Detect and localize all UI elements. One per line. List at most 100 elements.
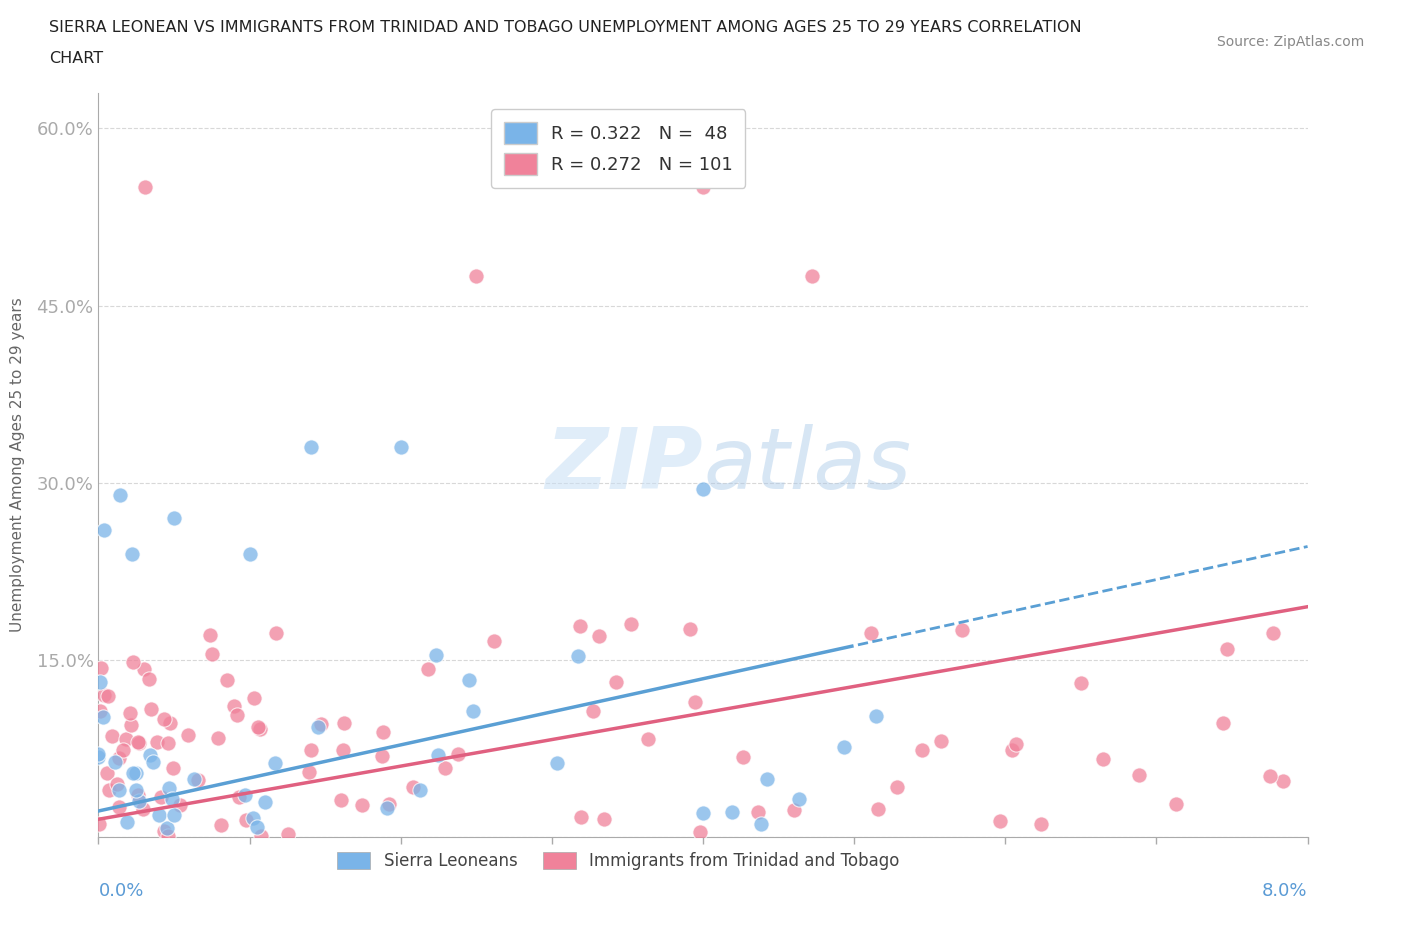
Point [157,780,180,795]
Point [950,623,973,638]
Point [377,796,399,811]
Point [865,709,887,724]
Text: CHART: CHART [49,51,103,66]
Point [692,481,714,496]
Point [333,716,356,731]
Point [225,708,247,723]
Point [692,805,714,820]
Point [101,728,124,743]
Point [375,801,398,816]
Point [425,648,447,663]
Point [112,742,135,757]
Point [1216,642,1239,657]
Point [139,748,162,763]
Point [683,695,706,710]
Point [1128,767,1150,782]
Point [156,829,179,844]
Point [1261,625,1284,640]
Point [127,734,149,749]
Point [228,790,250,804]
Point [121,546,143,561]
Point [988,814,1011,829]
Point [142,754,165,769]
Point [1272,774,1295,789]
Point [96,766,118,781]
Point [747,804,769,819]
Point [569,810,592,825]
Point [1166,797,1188,812]
Point [243,690,266,705]
Point [886,779,908,794]
Point [201,646,224,661]
Point [277,826,299,841]
Text: Source: ZipAtlas.com: Source: ZipAtlas.com [1216,35,1364,49]
Point [162,761,184,776]
Point [125,765,148,780]
Point [177,727,200,742]
Point [731,750,754,764]
Point [128,736,150,751]
Point [200,628,222,643]
Point [246,719,269,734]
Point [187,772,209,787]
Point [235,812,257,827]
Point [720,804,742,819]
Point [209,817,232,832]
Point [132,802,155,817]
Point [756,772,779,787]
Point [264,755,287,770]
Point [434,761,457,776]
Point [350,797,373,812]
Legend: Sierra Leoneans, Immigrants from Trinidad and Tobago: Sierra Leoneans, Immigrants from Trinida… [330,845,907,877]
Point [465,269,488,284]
Point [103,754,125,769]
Text: ZIP: ZIP [546,423,703,507]
Point [87,747,110,762]
Point [832,739,855,754]
Point [148,807,170,822]
Point [162,792,184,807]
Point [418,661,440,676]
Point [567,648,589,663]
Point [1001,743,1024,758]
Point [157,736,180,751]
Point [588,628,610,643]
Y-axis label: Unemployment Among Ages 25 to 29 years: Unemployment Among Ages 25 to 29 years [10,298,25,632]
Point [749,817,772,831]
Text: 0.0%: 0.0% [98,882,143,900]
Point [1092,752,1115,767]
Point [860,625,883,640]
Point [678,621,700,636]
Point [122,655,145,670]
Point [482,633,505,648]
Point [692,180,714,195]
Point [637,731,659,746]
Point [222,698,245,713]
Point [249,829,271,844]
Point [373,724,395,739]
Point [215,672,238,687]
Point [1070,676,1092,691]
Point [89,674,111,689]
Point [264,626,287,641]
Point [120,718,142,733]
Point [246,819,269,834]
Point [127,788,149,803]
Point [593,811,616,826]
Point [1031,817,1053,831]
Point [426,748,449,763]
Point [97,782,120,797]
Point [801,269,824,284]
Point [689,825,711,840]
Point [93,523,115,538]
Point [233,788,256,803]
Point [463,704,485,719]
Point [89,817,111,831]
Point [108,487,131,502]
Point [163,807,186,822]
Point [145,734,167,749]
Point [150,789,173,804]
Point [153,711,176,726]
Point [547,755,569,770]
Point [134,180,156,195]
